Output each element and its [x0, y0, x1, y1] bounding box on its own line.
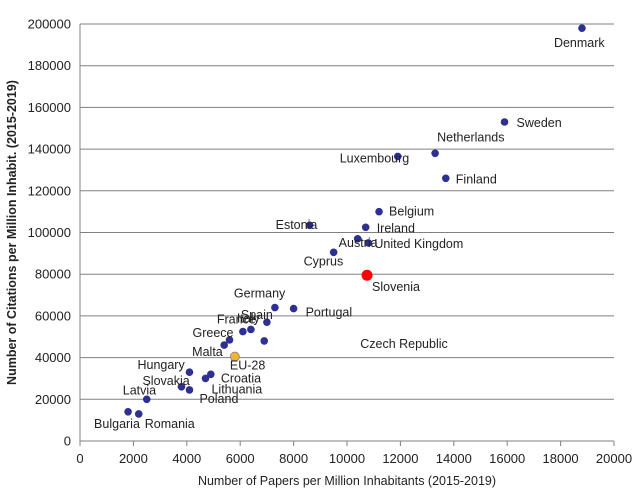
x-tick-label: 14000 — [436, 451, 472, 466]
point-cyprus — [329, 248, 338, 257]
x-tick-label: 6000 — [226, 451, 255, 466]
point-lithuania — [201, 374, 210, 383]
y-tick-label: 40000 — [35, 350, 71, 365]
x-tick-label: 4000 — [172, 451, 201, 466]
point-portugal — [289, 304, 298, 313]
point-belgium — [375, 207, 383, 216]
label-poland: Poland — [199, 392, 238, 406]
label-lithuania: Lithuania — [211, 382, 262, 396]
label-cyprus: Cyprus — [304, 254, 344, 268]
point-italy — [247, 325, 255, 334]
label-estonia: Estonia — [276, 218, 318, 232]
label-malta: Malta — [192, 345, 223, 359]
point-latvia — [142, 395, 151, 404]
label-croatia: Croatia — [221, 371, 261, 385]
point-czech-republic — [260, 337, 269, 345]
x-axis-title: Number of Papers per Million Inhabitants… — [198, 474, 496, 488]
axes — [79, 24, 615, 446]
x-tick-label: 16000 — [489, 451, 525, 466]
point-slovenia — [361, 269, 373, 281]
label-slovakia: Slovakia — [142, 374, 189, 388]
x-tick-label: 8000 — [279, 451, 308, 466]
point-luxembourg — [393, 152, 402, 161]
label-united-kingdom: United Kingdom — [374, 237, 463, 251]
point-germany — [271, 303, 279, 312]
point-france — [239, 327, 247, 336]
point-hungary — [185, 368, 194, 376]
y-tick-label: 60000 — [35, 308, 71, 323]
label-slovenia: Slovenia — [372, 280, 420, 294]
label-italy: Italy — [237, 311, 261, 325]
point-malta — [220, 341, 228, 349]
point-sweden — [500, 118, 509, 126]
point-greece — [225, 336, 234, 344]
y-axis-title: Number of Citations per Million Inhabit.… — [5, 80, 19, 385]
y-tick-label: 20000 — [35, 392, 71, 407]
label-belgium: Belgium — [389, 205, 434, 219]
point-bulgaria — [124, 408, 132, 416]
y-tick-label: 200000 — [28, 17, 71, 32]
point-poland — [185, 386, 194, 394]
y-tick-label: 180000 — [28, 58, 71, 73]
label-ireland: Ireland — [377, 221, 415, 235]
x-tick-labels: 0 2000 4000 6000 8000 10000 12000 14000 16000 180… — [76, 451, 632, 466]
y-tick-label: 120000 — [28, 183, 71, 198]
label-austria: Austria — [339, 236, 378, 250]
y-tick-label: 80000 — [35, 267, 71, 282]
point-finland — [441, 174, 450, 183]
y-tick-label: 140000 — [28, 142, 71, 157]
x-tick-label: 18000 — [543, 451, 579, 466]
y-tick-label: 100000 — [28, 225, 71, 240]
label-sweden: Sweden — [517, 116, 562, 130]
point-austria — [353, 234, 362, 243]
y-tick-label: 160000 — [28, 100, 71, 115]
label-germany: Germany — [234, 287, 286, 301]
label-czech-republic: Czech Republic — [360, 337, 448, 351]
label-luxembourg: Luxembourg — [340, 151, 410, 165]
x-tick-label: 0 — [76, 451, 83, 466]
label-latvia: Latvia — [123, 383, 156, 397]
label-denmark: Denmark — [554, 36, 605, 50]
point-spain — [263, 318, 271, 326]
label-hungary: Hungary — [137, 358, 185, 372]
data-points — [124, 24, 586, 418]
y-tick-label: 0 — [64, 434, 71, 449]
point-united-kingdom — [364, 239, 373, 247]
label-greece: Greece — [193, 326, 234, 340]
point-romania — [134, 410, 143, 418]
label-bulgaria: Bulgaria — [94, 417, 140, 431]
point-eu-28 — [229, 351, 240, 362]
point-denmark — [578, 24, 586, 32]
point-labels: Denmark Sweden Netherlands Luxembourg Finlan… — [94, 36, 605, 431]
label-finland: Finland — [456, 172, 497, 186]
label-eu-28: EU-28 — [230, 359, 265, 373]
label-france: France — [217, 313, 256, 327]
label-portugal: Portugal — [306, 306, 353, 320]
point-netherlands — [431, 149, 439, 158]
point-slovakia — [177, 382, 186, 391]
point-croatia — [207, 370, 215, 379]
x-tick-label: 12000 — [382, 451, 418, 466]
x-tick-label: 10000 — [329, 451, 365, 466]
y-tick-labels: 0 20000 40000 60000 80000 100000 120000 140000 1… — [28, 17, 71, 449]
x-tick-label: 2000 — [119, 451, 148, 466]
gridlines — [80, 23, 614, 400]
point-estonia — [305, 221, 314, 230]
x-tick-label: 20000 — [596, 451, 632, 466]
label-romania: Romania — [145, 417, 195, 431]
point-ireland — [361, 223, 370, 232]
label-netherlands: Netherlands — [437, 130, 504, 144]
label-spain: Spain — [241, 308, 273, 322]
